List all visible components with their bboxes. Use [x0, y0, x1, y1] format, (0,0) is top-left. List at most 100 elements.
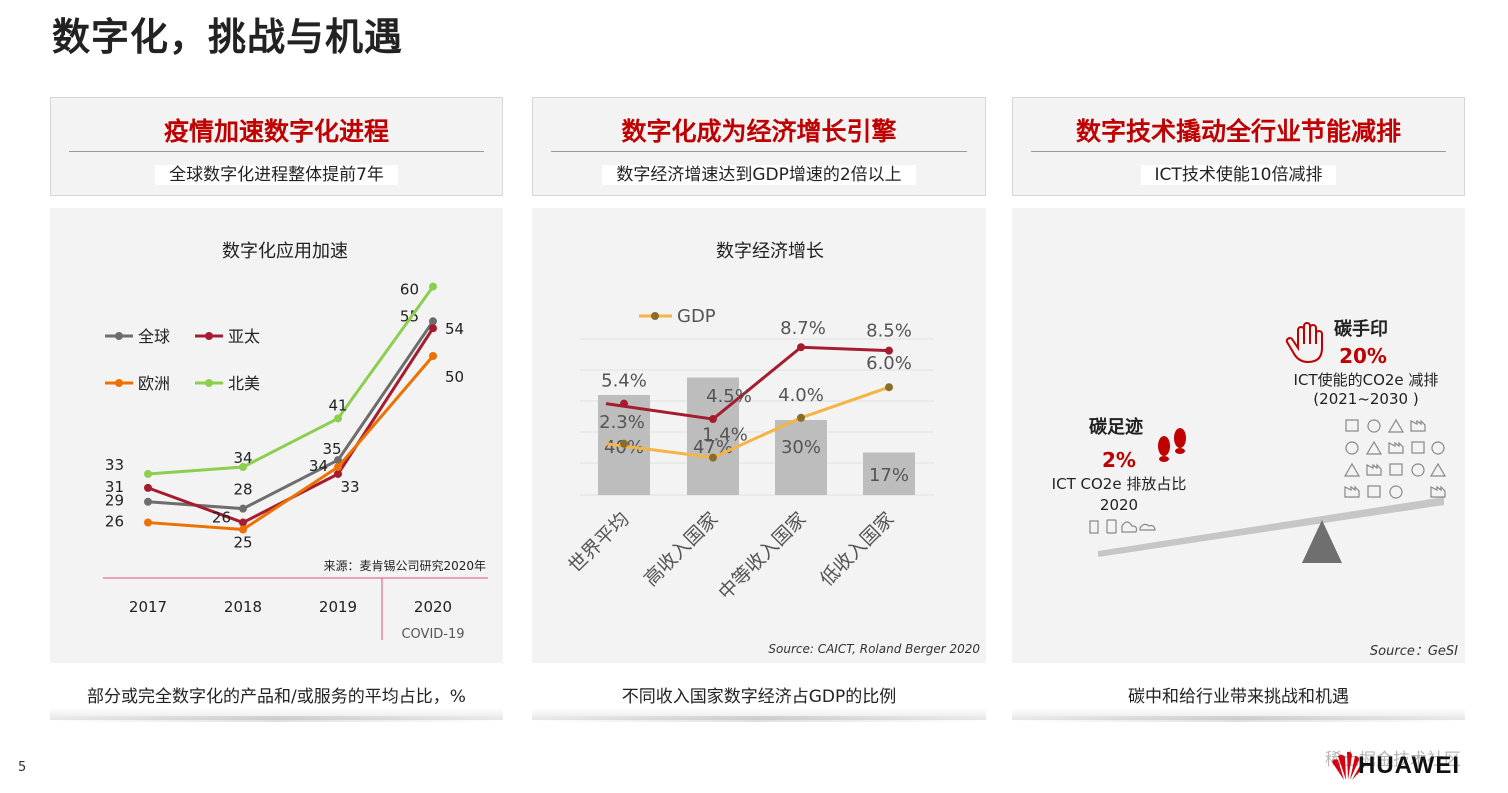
industry-icon [1387, 418, 1405, 433]
panel-heading: 数字化成为经济增长引擎 [621, 117, 897, 146]
handprint-value: 20% [1339, 344, 1387, 368]
x-tick-label: 高收入国家 [640, 508, 723, 591]
footprint-icon [1158, 428, 1186, 462]
data-point [709, 453, 717, 462]
watermark: 稀土掘金技术社区 [1325, 750, 1461, 770]
data-point [144, 469, 152, 478]
data-point [334, 414, 342, 423]
data-label: 26 [212, 509, 231, 527]
series-line-0: 5.4% 4.5% 8.7% 8.5% [601, 318, 912, 424]
footprint-title: 碳足迹 [1089, 416, 1143, 438]
industry-icon [1411, 463, 1425, 477]
panel-head-1: 疫情加速数字化进程 全球数字化进程整体提前7年 [50, 97, 503, 196]
industry-icon [1367, 419, 1381, 433]
balance-beam [1098, 497, 1444, 557]
legend-label: 亚太 [228, 327, 260, 346]
caption-3: 碳中和给行业带来挑战和机遇 [1012, 680, 1465, 720]
divider [551, 151, 967, 152]
bar-label: 17% [869, 465, 909, 486]
data-label: 6.0% [866, 353, 912, 374]
legend-item: GDP [639, 306, 716, 327]
panel-subheading: 全球数字化进程整体提前7年 [155, 165, 398, 185]
caption-2: 不同收入国家数字经济占GDP的比例 [532, 680, 986, 720]
caption-1: 部分或完全数字化的产品和/或服务的平均占比，% [50, 680, 503, 720]
data-label: 60 [400, 281, 419, 299]
industry-icon [1345, 441, 1359, 455]
panel-heading: 疫情加速数字化进程 [163, 117, 389, 146]
industry-icon [1431, 441, 1445, 455]
series-line-1: 2.3% 1.4% 4.0% 6.0% [599, 353, 912, 462]
industry-icon [1345, 419, 1359, 432]
industry-icons [1343, 418, 1447, 499]
bar [863, 452, 915, 495]
industry-icon [1389, 463, 1403, 476]
data-label: 26 [105, 513, 124, 531]
data-label: 28 [233, 481, 252, 499]
page-number: 5 [18, 760, 27, 775]
data-label: 50 [445, 368, 464, 386]
x-tick-label: 低收入国家 [816, 508, 899, 591]
handprint-period: (2021~2030 ) [1313, 390, 1418, 408]
panel-head-3: 数字技术撬动全行业节能减排 ICT技术使能10倍减排 [1012, 97, 1465, 196]
data-point [885, 346, 893, 355]
data-label: 35 [322, 440, 341, 458]
handprint-title: 碳手印 [1334, 318, 1388, 340]
legend-marker [651, 312, 659, 320]
data-label: 54 [445, 320, 464, 338]
data-point [334, 469, 342, 478]
source-note: Source：GeSI [1370, 644, 1458, 659]
data-point [239, 518, 247, 527]
balance-diagram: 碳足迹 2% ICT CO2e 排放占比 2020 碳手印 20% ICT使能的… [1052, 318, 1458, 659]
data-label: 25 [233, 534, 252, 552]
bar [775, 420, 827, 495]
industry-icon [1365, 440, 1383, 455]
data-point [709, 415, 717, 424]
legend-marker [205, 379, 213, 387]
footprint-year: 2020 [1100, 496, 1138, 514]
source-note: Source: CAICT, Roland Berger 2020 [768, 642, 980, 656]
industry-icon [1411, 441, 1425, 454]
chart-title: 数字经济增长 [716, 241, 824, 262]
footprint-desc: ICT CO2e 排放占比 [1052, 475, 1187, 493]
x-tick-label: 2020 [414, 598, 452, 616]
panel-body-2: 数字经济增长40%47%30%17%5.4%4.5%8.7%8.5%2.3%1.… [532, 208, 986, 663]
data-label: 8.5% [866, 321, 912, 342]
data-point [885, 383, 893, 392]
data-label: 8.7% [780, 318, 826, 339]
data-label: 2.3% [599, 412, 645, 433]
series-亚太: 31 26 33 54 [105, 320, 464, 527]
data-point [797, 413, 805, 422]
data-label: 34 [233, 449, 252, 467]
logo-text: HUAWEI [1358, 752, 1460, 779]
industry-icon [1366, 463, 1382, 476]
data-label: 34 [309, 457, 328, 475]
data-point [429, 282, 437, 291]
data-point [239, 525, 247, 534]
data-point [620, 439, 628, 448]
industry-icon [1429, 462, 1447, 477]
panel-subheading: 数字经济增速达到GDP增速的2倍以上 [602, 165, 916, 185]
data-label: 29 [105, 492, 124, 510]
x-tick-label: 世界平均 [564, 508, 633, 577]
page-title: 数字化，挑战与机遇 [52, 15, 404, 59]
series-北美: 33 34 41 60 [105, 281, 437, 478]
huawei-logo-icon [1332, 751, 1365, 780]
data-point [239, 463, 247, 472]
series-line [605, 385, 890, 460]
divider [69, 151, 484, 152]
data-label: 5.4% [601, 371, 647, 392]
x-tick-label: 2018 [224, 598, 262, 616]
legend-marker [115, 379, 123, 387]
bar [687, 377, 739, 495]
data-point [144, 497, 152, 506]
industry-icon [1389, 485, 1403, 499]
panel-heading: 数字技术撬动全行业节能减排 [1075, 117, 1401, 146]
source-note: 来源：麦肯锡公司研究2020年 [323, 558, 486, 573]
panel-subheading: ICT技术使能10倍减排 [1140, 165, 1337, 185]
series-line [605, 345, 890, 421]
legend-label: 欧洲 [138, 374, 170, 393]
data-label: 4.0% [778, 385, 824, 406]
panel-head-2: 数字化成为经济增长引擎 数字经济增速达到GDP增速的2倍以上 [532, 97, 986, 196]
panel-body-3: 碳足迹 2% ICT CO2e 排放占比 2020 碳手印 20% ICT使能的… [1012, 208, 1465, 663]
